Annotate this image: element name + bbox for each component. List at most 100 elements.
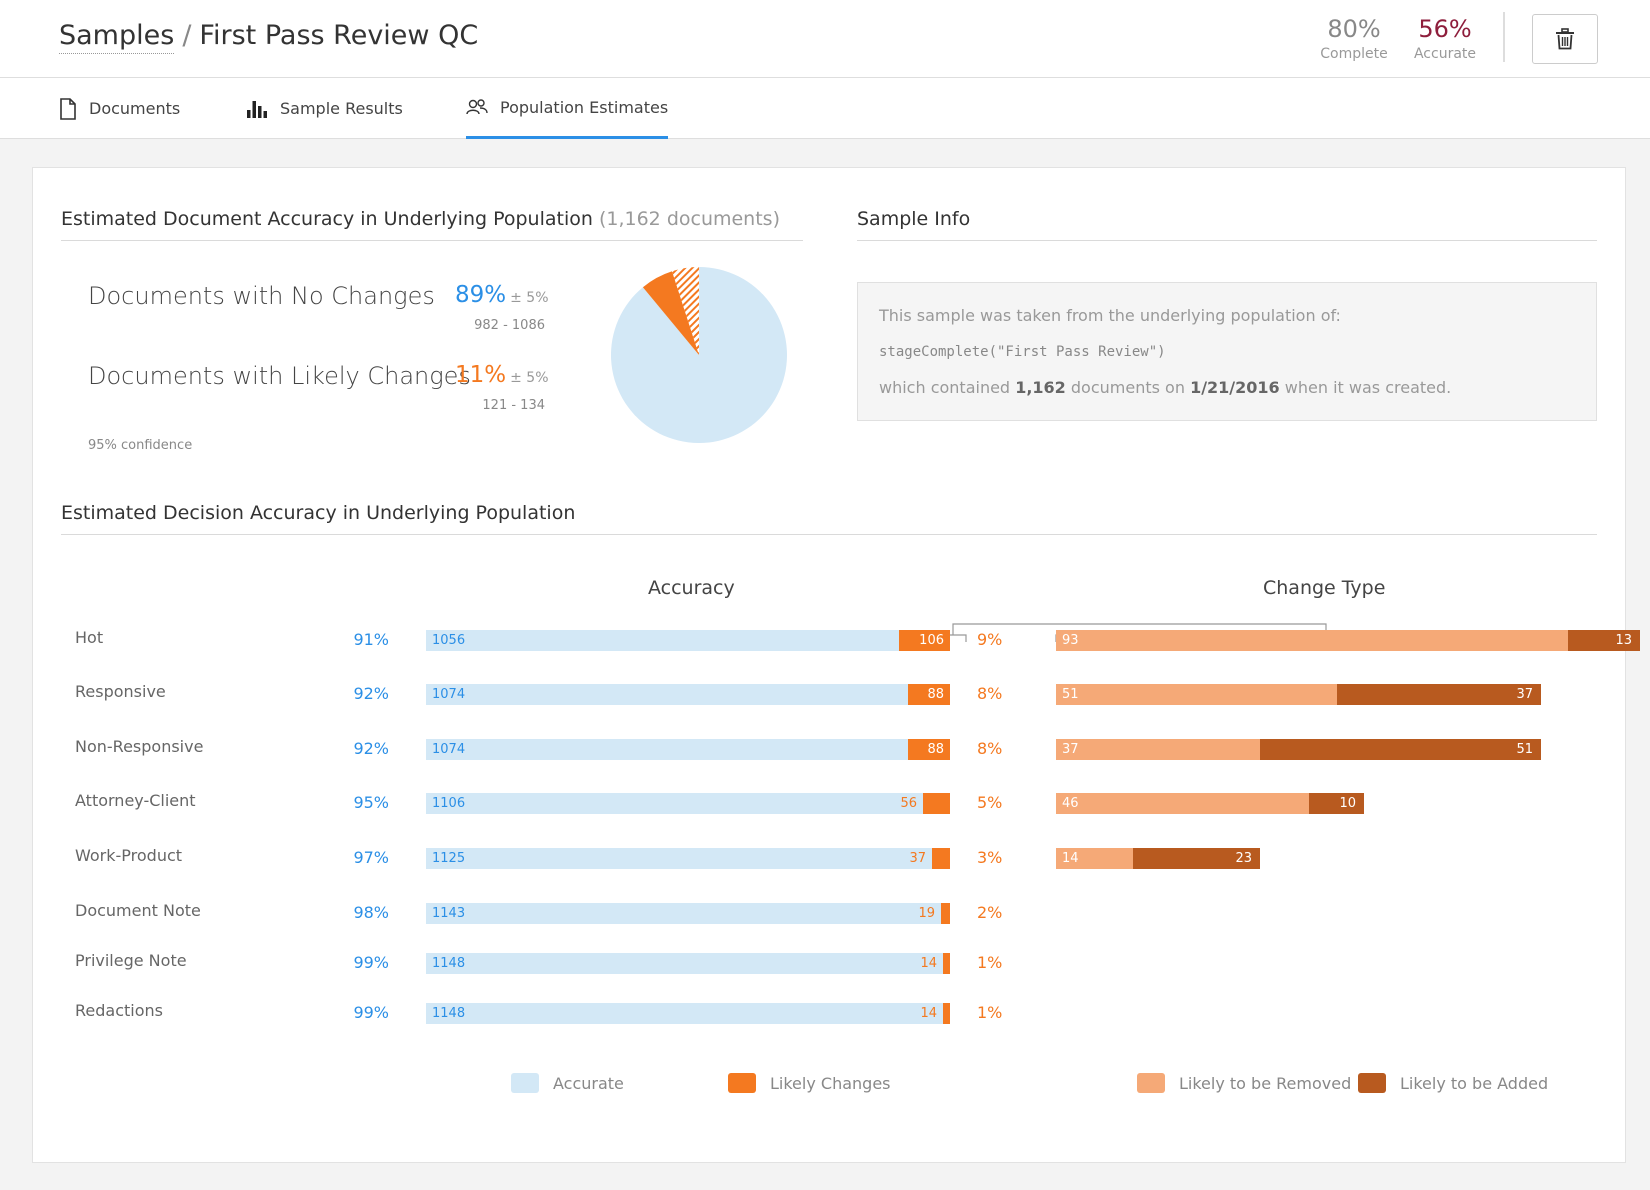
tab-sample-results[interactable]: Sample Results bbox=[246, 78, 403, 139]
breadcrumb: Samples / First Pass Review QC bbox=[59, 20, 478, 54]
legend-accurate: Accurate bbox=[511, 1073, 624, 1093]
change-type-removed-count: 14 bbox=[1062, 851, 1079, 866]
accurate-value: 56% bbox=[1418, 15, 1472, 43]
no-changes-margin: ± 5% bbox=[510, 290, 549, 306]
doc-accuracy-rule bbox=[61, 240, 803, 241]
doc-accuracy-title: Estimated Document Accuracy in Underlyin… bbox=[61, 208, 780, 230]
change-type-added-bar: 10 bbox=[1309, 793, 1364, 814]
bar-chart-icon bbox=[247, 100, 267, 118]
likely-changes-pct: 11% bbox=[455, 362, 507, 388]
accurate-stat: 56% Accurate bbox=[1400, 14, 1490, 62]
legend-likely-added: Likely to be Added bbox=[1358, 1073, 1548, 1093]
change-type-added-count: 23 bbox=[1235, 851, 1252, 866]
accuracy-bar-accurate-count: 1056 bbox=[432, 633, 466, 648]
change-type-added-bar: 13 bbox=[1568, 630, 1640, 651]
accurate-label: Accurate bbox=[1413, 46, 1477, 62]
accuracy-bar-changes-segment bbox=[923, 793, 950, 814]
tab-documents[interactable]: Documents bbox=[59, 78, 180, 139]
decision-change-pct: 1% bbox=[977, 953, 1003, 972]
accuracy-bar-changes-count: 37 bbox=[909, 851, 926, 866]
decision-accuracy-pct: 97% bbox=[353, 848, 389, 867]
accuracy-bar-changes-segment bbox=[941, 903, 950, 924]
trash-icon bbox=[1556, 28, 1574, 50]
doc-accuracy-title-text: Estimated Document Accuracy in Underlyin… bbox=[61, 208, 593, 230]
decision-accuracy-pct: 99% bbox=[353, 1003, 389, 1022]
tab-population-estimates[interactable]: Population Estimates bbox=[466, 78, 669, 139]
decision-row-label: Hot bbox=[75, 628, 104, 647]
change-type-removed-count: 37 bbox=[1062, 742, 1079, 757]
change-type-removed-bar: 14 bbox=[1056, 848, 1133, 869]
complete-value: 80% bbox=[1327, 15, 1381, 43]
decision-row-label: Document Note bbox=[75, 901, 201, 920]
accuracy-bar-accurate-count: 1148 bbox=[432, 956, 466, 971]
legend-likely-removed: Likely to be Removed bbox=[1137, 1073, 1351, 1093]
decision-accuracy-pct: 95% bbox=[353, 793, 389, 812]
change-type-removed-count: 93 bbox=[1062, 633, 1079, 648]
change-type-added-count: 37 bbox=[1516, 687, 1533, 702]
page-header: Samples / First Pass Review QC 80% Complet… bbox=[0, 0, 1650, 78]
accuracy-bar-accurate-count: 1143 bbox=[432, 906, 466, 921]
accuracy-bar-changes-segment bbox=[899, 630, 950, 651]
change-type-added-count: 13 bbox=[1615, 633, 1632, 648]
accuracy-bar-changes-count: 106 bbox=[919, 633, 944, 648]
tab-documents-label: Documents bbox=[89, 99, 181, 118]
accuracy-bar: 1074 88 bbox=[426, 684, 950, 705]
doc-accuracy-count: (1,162 documents) bbox=[598, 208, 780, 230]
accuracy-bar-accurate-count: 1074 bbox=[432, 742, 466, 757]
accuracy-bar-changes-segment bbox=[943, 953, 950, 974]
change-type-added-bar: 37 bbox=[1337, 684, 1541, 705]
decision-accuracy-pct: 92% bbox=[353, 684, 389, 703]
sample-info-box: This sample was taken from the underlyin… bbox=[857, 282, 1597, 421]
accuracy-bar-changes-segment bbox=[932, 848, 950, 869]
tab-sample-results-label: Sample Results bbox=[280, 99, 403, 118]
change-type-removed-count: 46 bbox=[1062, 796, 1079, 811]
sample-info-date: 1/21/2016 bbox=[1190, 378, 1280, 397]
decision-change-pct: 1% bbox=[977, 1003, 1003, 1022]
decision-accuracy-title: Estimated Decision Accuracy in Underlyin… bbox=[61, 502, 576, 524]
legend-likely-changes-label: Likely Changes bbox=[770, 1073, 891, 1093]
sample-info-title: Sample Info bbox=[857, 208, 971, 230]
decision-change-pct: 9% bbox=[977, 630, 1003, 649]
accuracy-bar: 1143 19 bbox=[426, 903, 950, 924]
change-type-removed-bar: 46 bbox=[1056, 793, 1309, 814]
breadcrumb-samples-link[interactable]: Samples bbox=[59, 20, 175, 54]
likely-changes-range: 121 - 134 bbox=[482, 398, 545, 413]
accuracy-bar: 1074 88 bbox=[426, 739, 950, 760]
legend-likely-removed-swatch bbox=[1137, 1073, 1165, 1093]
change-type-added-count: 10 bbox=[1339, 796, 1356, 811]
complete-stat: 80% Complete bbox=[1309, 14, 1399, 62]
accuracy-bar-changes-count: 14 bbox=[920, 956, 937, 971]
pie-slice-likely-changes bbox=[642, 271, 699, 355]
legend-likely-changes-swatch bbox=[728, 1073, 756, 1093]
decision-row-label: Work-Product bbox=[75, 846, 183, 865]
tab-bar: Documents Sample Results Population Esti… bbox=[0, 78, 1650, 139]
no-changes-pct: 89% bbox=[455, 282, 507, 308]
accuracy-bar: 1148 14 bbox=[426, 1003, 950, 1024]
accuracy-bar-accurate-count: 1148 bbox=[432, 1006, 466, 1021]
decision-change-pct: 5% bbox=[977, 793, 1003, 812]
accuracy-bar: 1148 14 bbox=[426, 953, 950, 974]
change-type-removed-bar: 51 bbox=[1056, 684, 1337, 705]
breadcrumb-separator: / bbox=[182, 20, 192, 51]
change-type-added-count: 51 bbox=[1516, 742, 1533, 757]
sample-info-line3: which contained 1,162 documents on 1/21/… bbox=[879, 377, 1575, 413]
legend-likely-changes: Likely Changes bbox=[728, 1073, 891, 1093]
accuracy-bar: 1056 106 bbox=[426, 630, 950, 651]
delete-button[interactable] bbox=[1532, 14, 1598, 64]
document-icon bbox=[60, 97, 76, 120]
accuracy-bar-changes-count: 56 bbox=[900, 796, 917, 811]
accuracy-bar-accurate-count: 1106 bbox=[432, 796, 466, 811]
likely-changes-pct-group: 11% ± 5% bbox=[455, 362, 549, 388]
decision-accuracy-pct: 99% bbox=[353, 953, 389, 972]
tab-population-estimates-label: Population Estimates bbox=[500, 97, 669, 117]
change-type-added-bar: 23 bbox=[1133, 848, 1260, 869]
decision-change-pct: 2% bbox=[977, 903, 1003, 922]
sample-info-line3-suffix: when it was created. bbox=[1284, 378, 1452, 397]
decision-accuracy-rule bbox=[61, 534, 1597, 535]
decision-accuracy-pct: 92% bbox=[353, 739, 389, 758]
accuracy-bar-accurate-count: 1125 bbox=[432, 851, 466, 866]
complete-label: Complete bbox=[1320, 46, 1388, 62]
no-changes-range: 982 - 1086 bbox=[474, 318, 545, 333]
decision-row-label: Non-Responsive bbox=[75, 737, 204, 756]
decision-row-label: Privilege Note bbox=[75, 951, 187, 970]
